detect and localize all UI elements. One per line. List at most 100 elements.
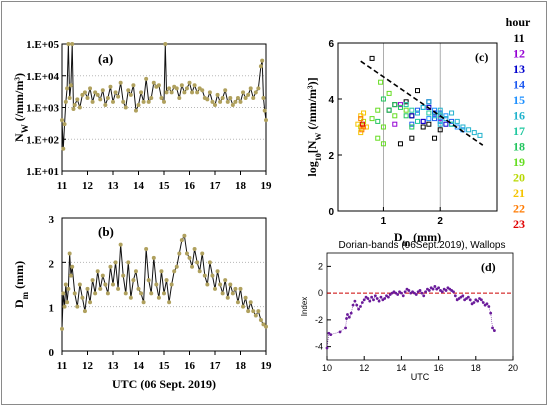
data-point [426, 121, 432, 127]
data-point [141, 99, 146, 104]
data-point [238, 99, 243, 104]
y-tick-label: 0 [318, 288, 323, 298]
data-point [144, 76, 149, 81]
y-tick-label: 1.E+03 [26, 103, 59, 115]
y-axis-label: Dm (mm) [12, 261, 30, 308]
data-point [370, 295, 374, 299]
data-point [248, 300, 253, 305]
y-tick-label: -4 [315, 342, 323, 352]
data-point [375, 118, 381, 124]
data-point [468, 298, 472, 302]
x-tick-label: 13 [108, 180, 120, 192]
data-point [113, 90, 118, 95]
data-point [156, 83, 161, 88]
x-tick-label: 16 [184, 180, 196, 192]
data-point [251, 95, 256, 100]
data-point [351, 303, 355, 307]
data-point [205, 97, 210, 102]
data-point [238, 286, 243, 291]
data-point [253, 313, 258, 318]
data-point [66, 42, 71, 46]
data-point [241, 90, 246, 95]
plot-area-frame [337, 42, 498, 212]
data-point [378, 79, 384, 85]
x-tick-label: 2 [437, 216, 443, 227]
data-point [344, 326, 347, 330]
data-point [172, 269, 177, 274]
x-tick-label: 18 [471, 363, 481, 373]
data-point [75, 304, 80, 309]
data-point [443, 116, 449, 122]
series-line [326, 285, 495, 349]
y-tick-label: 3 [49, 214, 55, 226]
data-point [228, 95, 233, 100]
data-point [433, 285, 437, 288]
data-point [471, 130, 477, 136]
data-point [154, 282, 159, 287]
data-point [361, 110, 367, 116]
x-axis-label: Dm (mm) [394, 230, 441, 248]
data-point [230, 291, 235, 296]
data-point [190, 90, 195, 95]
data-point [93, 90, 98, 95]
panel-c: 0 2 4 6 1 2 (c) log10[NW (/mm/m³)] Dm (mm) [305, 39, 498, 248]
data-point [105, 95, 110, 100]
data-point [136, 102, 141, 107]
data-point [386, 295, 390, 299]
data-point [258, 317, 263, 322]
data-point [126, 88, 131, 93]
data-point [205, 282, 210, 287]
data-point [187, 255, 192, 260]
data-point [141, 300, 146, 305]
data-point [264, 118, 268, 123]
x-tick-label: 14 [133, 360, 145, 372]
data-point [409, 124, 415, 130]
data-point [111, 282, 115, 287]
data-point [325, 346, 329, 350]
data-point [80, 295, 85, 300]
y-tick-label: 6 [328, 39, 334, 50]
legend-item: 21 [513, 186, 525, 200]
data-point [489, 311, 493, 315]
x-tick-label: 15 [159, 180, 171, 192]
legend-item: 12 [513, 47, 525, 61]
data-point [146, 278, 151, 283]
data-point [415, 110, 420, 116]
data-point [243, 95, 248, 100]
data-point [432, 113, 438, 119]
data-point [220, 291, 225, 296]
data-point [452, 290, 455, 294]
y-label-unit: (/mm/m³) [12, 73, 26, 124]
data-point [420, 118, 426, 124]
data-point [369, 116, 375, 122]
data-point [164, 278, 169, 283]
data-point [213, 102, 217, 107]
data-point [409, 113, 415, 119]
data-point [200, 251, 205, 256]
data-point [68, 273, 73, 278]
data-point [103, 102, 108, 107]
data-point [420, 124, 426, 130]
data-point [61, 291, 66, 296]
data-point [449, 110, 455, 116]
x-tick-label: 11 [57, 360, 67, 372]
data-point [151, 80, 156, 85]
data-point [355, 303, 359, 307]
x-label-unit: (mm) [410, 230, 441, 244]
data-point [396, 293, 400, 296]
data-point [93, 291, 98, 296]
x-tick-label: 14 [133, 180, 145, 192]
y-label-main: D [12, 299, 26, 308]
data-point [358, 113, 364, 119]
data-point [338, 330, 342, 334]
y-tick-label: 1.E+01 [26, 166, 59, 178]
data-point [422, 294, 426, 298]
data-point [392, 102, 398, 108]
data-point [179, 238, 184, 243]
data-point [243, 295, 248, 300]
data-point [437, 121, 443, 127]
data-point [251, 309, 256, 314]
data-point [184, 251, 189, 256]
